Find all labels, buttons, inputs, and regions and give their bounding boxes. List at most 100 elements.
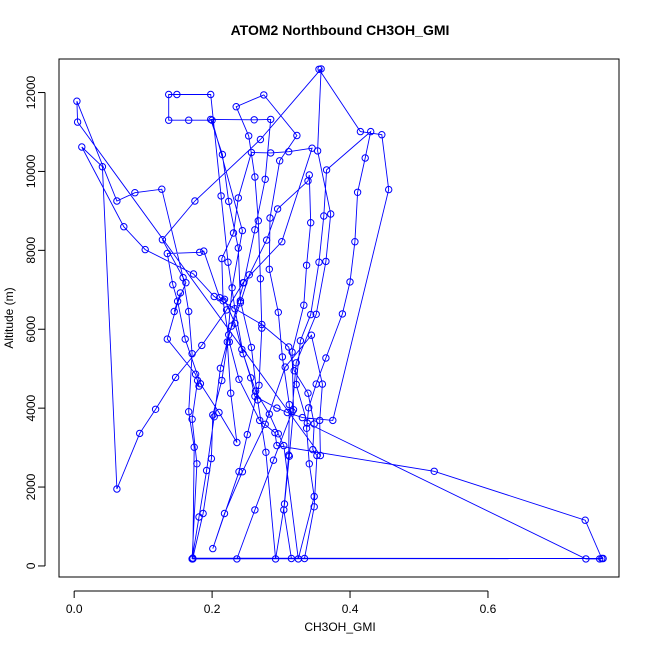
data-point — [254, 217, 262, 225]
data-point — [281, 363, 289, 371]
data-point — [216, 294, 224, 302]
data-point — [179, 273, 187, 282]
data-point — [189, 270, 198, 278]
data-point — [173, 297, 182, 305]
data-point — [273, 205, 282, 213]
data-point — [269, 456, 278, 464]
data-point — [292, 359, 300, 367]
data-point — [243, 430, 252, 439]
data-point — [312, 380, 320, 388]
data-point — [120, 223, 128, 231]
data-point — [78, 143, 86, 151]
data-point — [599, 554, 607, 563]
data-point — [207, 115, 215, 124]
chart-title: ATOM2 Northbound CH3OH_GMI — [231, 22, 450, 38]
data-point — [274, 430, 282, 438]
data-point — [581, 516, 589, 524]
data-point — [351, 238, 359, 246]
y-axis: 0 2000 4000 6000 8000 10000 12000 — [24, 76, 46, 569]
data-point — [288, 408, 296, 416]
data-point — [235, 375, 243, 383]
data-point — [209, 411, 217, 419]
data-point — [258, 320, 266, 329]
data-point — [196, 380, 205, 388]
x-tick-label: 0.6 — [480, 602, 497, 616]
data-point — [200, 247, 208, 255]
data-point — [262, 448, 270, 456]
data-point — [217, 192, 225, 200]
data-point — [307, 310, 315, 319]
data-point — [294, 555, 302, 563]
data-point — [338, 310, 347, 318]
data-point — [229, 229, 238, 237]
data-point — [310, 503, 318, 511]
data-point — [247, 374, 255, 382]
y-tick-label: 10000 — [24, 154, 38, 188]
data-point — [224, 258, 232, 266]
data-point — [271, 555, 280, 563]
series-layer — [73, 65, 607, 563]
data-point — [274, 308, 282, 316]
data-point — [151, 405, 160, 413]
data-point — [298, 413, 307, 422]
data-point — [227, 389, 235, 397]
data-point — [225, 331, 233, 339]
data-point — [367, 127, 375, 136]
data-point — [255, 381, 263, 389]
y-tick-label: 6000 — [24, 316, 38, 343]
data-point — [596, 555, 604, 563]
data-point — [316, 451, 325, 460]
data-point — [188, 415, 196, 423]
data-point — [313, 451, 321, 460]
data-point — [285, 451, 293, 459]
data-point — [261, 175, 269, 184]
data-point — [232, 103, 240, 111]
data-point — [113, 485, 121, 493]
data-point — [256, 275, 265, 283]
data-point — [185, 408, 193, 416]
data-point — [304, 389, 312, 397]
data-point — [251, 387, 260, 395]
data-point — [208, 116, 216, 124]
data-point — [239, 350, 247, 358]
data-point — [207, 454, 216, 463]
data-point — [305, 404, 313, 412]
data-point — [141, 245, 149, 254]
data-point — [210, 292, 218, 301]
data-point — [223, 338, 232, 346]
data-point — [173, 90, 181, 99]
data-point — [158, 236, 167, 244]
data-point — [289, 406, 298, 414]
data-point — [278, 238, 286, 246]
data-point — [234, 244, 243, 252]
data-point — [193, 460, 201, 468]
y-tick-label: 8000 — [24, 237, 38, 264]
data-point — [256, 416, 264, 425]
data-point — [315, 65, 323, 74]
data-point — [308, 144, 316, 152]
data-point — [296, 337, 305, 345]
data-point — [236, 297, 245, 305]
data-point — [202, 466, 211, 475]
x-tick-label: 0.2 — [204, 602, 221, 616]
data-point — [73, 118, 82, 126]
data-point — [231, 305, 239, 313]
x-axis-label: CH3OH_GMI — [304, 620, 375, 634]
x-tick-label: 0.4 — [342, 602, 359, 616]
data-point — [258, 324, 266, 332]
data-point — [251, 173, 259, 181]
data-point — [322, 257, 330, 266]
data-point — [283, 408, 291, 417]
data-point — [261, 420, 269, 428]
data-point — [260, 91, 268, 99]
data-point — [293, 131, 301, 140]
data-point — [273, 441, 281, 450]
data-point — [265, 265, 273, 273]
data-point — [310, 420, 318, 428]
data-point — [98, 163, 107, 171]
data-point — [310, 492, 318, 501]
data-point — [236, 299, 245, 307]
data-point — [315, 258, 323, 266]
data-point — [209, 544, 217, 553]
